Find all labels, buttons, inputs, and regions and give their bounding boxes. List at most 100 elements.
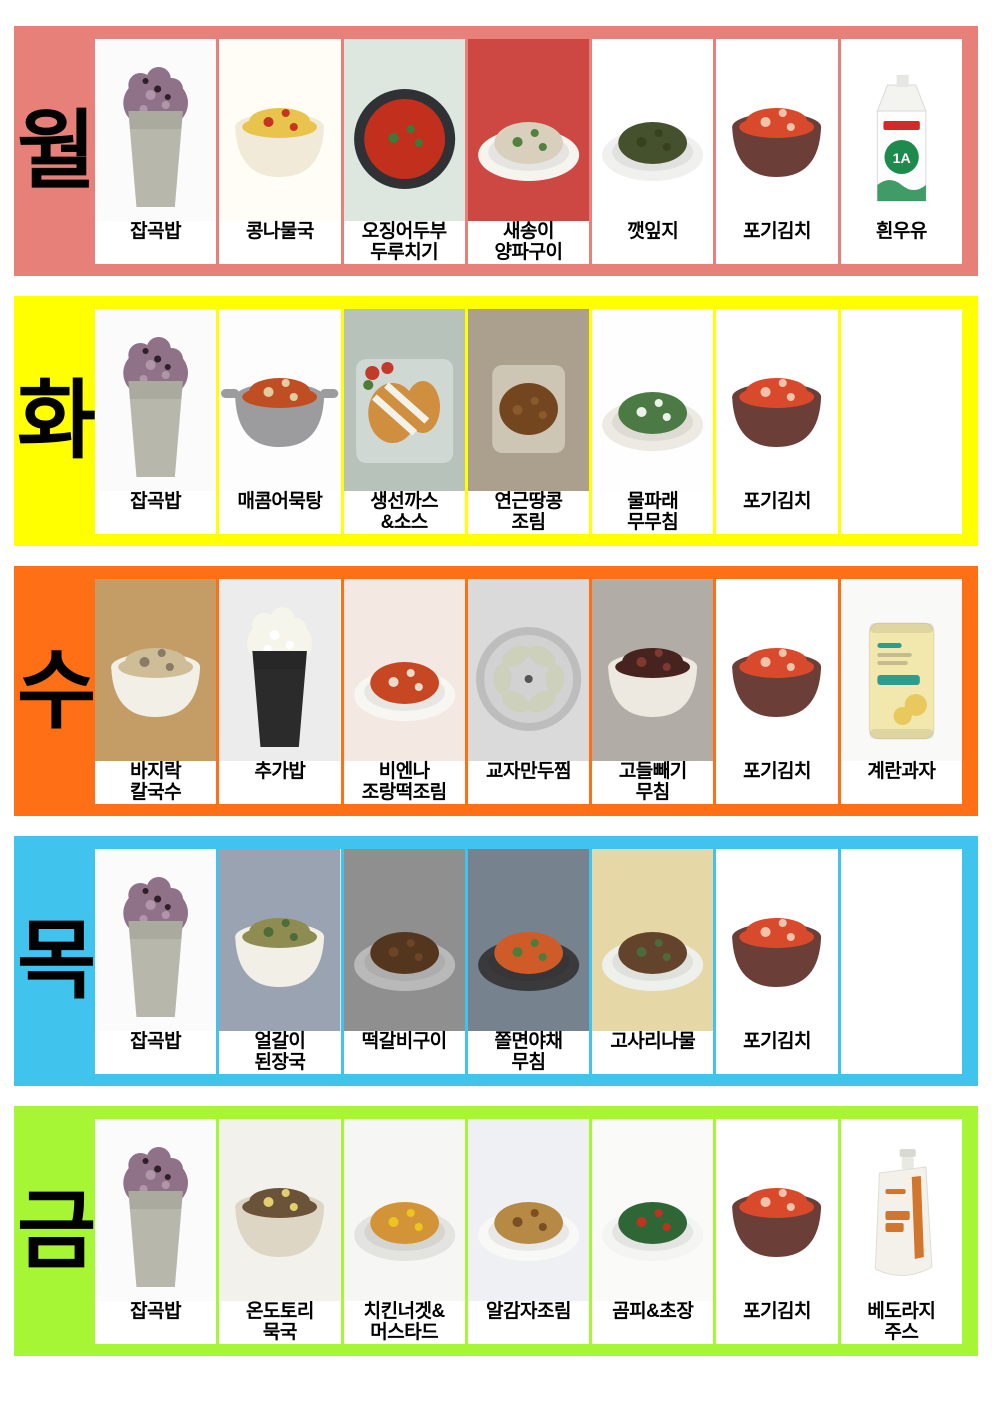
menu-item-label: 생선까스 &소스: [370, 491, 439, 533]
menu-item-caption: 포기김치: [716, 221, 837, 264]
menu-item-label: 바지락 칼국수: [130, 761, 182, 803]
menu-item-caption: 포기김치: [716, 491, 837, 534]
menu-cell-thu-4: 쫄면야채 무침: [467, 849, 590, 1074]
menu-item-caption: 잡곡밥: [95, 1031, 216, 1074]
baby-potato-photo: [467, 1119, 590, 1301]
kimchi-photo: [716, 309, 838, 491]
menu-item-label: 포기김치: [743, 761, 812, 782]
menu-item-caption: 포기김치: [716, 1301, 837, 1344]
day-row-fri: 금 잡곡밥 온도토리 묵국 치킨너겟& 머스타드 알감자조림 곰피&초장: [14, 1106, 978, 1356]
multigrain-rice-photo: [95, 1119, 217, 1301]
menu-item-caption: 곰피&초장: [592, 1301, 713, 1344]
menu-item-caption: 베도라지 주스: [841, 1301, 962, 1344]
menu-cell-thu-6: 포기김치: [716, 849, 838, 1074]
menu-item-label: 치킨너겟& 머스타드: [363, 1301, 446, 1343]
menu-item-label: 물파래 무무침: [627, 491, 679, 533]
menu-cell-fri-5: 곰피&초장: [592, 1119, 714, 1344]
day-row-tue: 화 잡곡밥 매콤어묵탕 생선까스 &소스 연근땅콩 조림 물파래 무무침: [14, 296, 978, 546]
menu-item-caption: 깻잎지: [592, 221, 713, 264]
menu-item-label: 오징어두부 두루치기: [361, 221, 447, 263]
weekly-menu-board: 월 잡곡밥 콩나물국 오징어두부 두루치기 새송이 양파구이 깻잎지: [14, 26, 978, 1356]
menu-cell-tue-7: [840, 309, 962, 534]
chicken-nugget-mustard-photo: [343, 1119, 465, 1301]
menu-cell-wed-6: 포기김치: [716, 579, 838, 804]
squid-tofu-stirfry-photo: [343, 39, 465, 221]
clam-noodle-soup-photo: [95, 579, 217, 761]
menu-item-label: 새송이 양파구이: [494, 221, 563, 263]
multigrain-rice-photo: [95, 309, 217, 491]
kimchi-photo: [716, 579, 838, 761]
bellflower-juice-photo: [840, 1119, 962, 1301]
menu-item-label: 포기김치: [743, 1031, 812, 1052]
perilla-leaf-photo: [592, 39, 714, 221]
menu-item-caption: 고사리나물: [592, 1031, 713, 1074]
jjolmyeon-veggie-photo: [467, 849, 590, 1031]
day-label-tue: 화: [16, 373, 96, 469]
menu-item-caption: 포기김치: [716, 761, 837, 804]
menu-item-label: 잡곡밥: [130, 1031, 182, 1052]
menu-item-label: 떡갈비구이: [361, 1031, 447, 1052]
kimchi-photo: [716, 1119, 838, 1301]
menu-item-caption: 잡곡밥: [95, 491, 216, 534]
menu-cell-wed-4: 교자만두찜: [467, 579, 590, 804]
menu-item-label: 포기김치: [743, 1301, 812, 1322]
menu-cell-fri-2: 온도토리 묵국: [219, 1119, 341, 1344]
menu-cell-wed-2: 추가밥: [219, 579, 341, 804]
menu-item-caption: 추가밥: [219, 761, 340, 804]
day-row-thu: 목 잡곡밥 얼갈이 된장국 떡갈비구이 쫄면야채 무침 고사리나물: [14, 836, 978, 1086]
menu-item-label: 흰우유: [875, 221, 927, 242]
menu-item-caption: 연근땅콩 조림: [468, 491, 589, 534]
menu-item-caption: 계란과자: [841, 761, 962, 804]
menu-item-label: 계란과자: [867, 761, 936, 782]
menu-item-caption: 온도토리 묵국: [219, 1301, 340, 1344]
menu-cell-fri-7: 베도라지 주스: [840, 1119, 962, 1344]
menu-cell-tue-3: 생선까스 &소스: [343, 309, 465, 534]
steamed-dumpling-photo: [467, 579, 590, 761]
menu-item-label: 잡곡밥: [130, 1301, 182, 1322]
menu-item-label: 교자만두찜: [486, 761, 571, 782]
menu-item-caption: 매콤어묵탕: [219, 491, 340, 534]
menu-item-caption: 치킨너겟& 머스타드: [344, 1301, 465, 1344]
svg-text:1A: 1A: [892, 150, 910, 166]
menu-item-label: 고사리나물: [610, 1031, 696, 1052]
menu-item-caption: 생선까스 &소스: [344, 491, 465, 534]
menu-cell-tue-6: 포기김치: [716, 309, 838, 534]
menu-cell-fri-6: 포기김치: [716, 1119, 838, 1344]
menu-item-caption: 떡갈비구이: [344, 1031, 465, 1074]
menu-cells-fri: 잡곡밥 온도토리 묵국 치킨너겟& 머스타드 알감자조림 곰피&초장 포기김치: [95, 1119, 962, 1344]
menu-cell-fri-3: 치킨너겟& 머스타드: [343, 1119, 465, 1344]
tteokgalbi-photo: [343, 849, 465, 1031]
menu-item-caption: 비엔나 조랑떡조림: [344, 761, 465, 804]
multigrain-rice-photo: [95, 849, 217, 1031]
cabbage-soybean-soup-photo: [219, 849, 341, 1031]
menu-item-caption: 오징어두부 두루치기: [344, 221, 465, 264]
menu-cell-wed-1: 바지락 칼국수: [95, 579, 217, 804]
fernbrake-namul-photo: [592, 849, 714, 1031]
menu-item-caption: 콩나물국: [219, 221, 340, 264]
seaweed-radish-salad-photo: [592, 309, 714, 491]
menu-cells-wed: 바지락 칼국수 추가밥 비엔나 조랑떡조림 교자만두찜 고들빼기 무침 포기김치: [95, 579, 962, 804]
menu-item-caption: 물파래 무무침: [592, 491, 713, 534]
menu-item-caption: 흰우유: [841, 221, 962, 264]
extra-rice-photo: [219, 579, 341, 761]
menu-item-label: 비엔나 조랑떡조림: [361, 761, 447, 803]
vienna-ricecake-photo: [343, 579, 465, 761]
kimchi-photo: [716, 39, 838, 221]
menu-item-label: 포기김치: [743, 221, 812, 242]
menu-item-caption: 잡곡밥: [95, 221, 216, 264]
menu-cells-thu: 잡곡밥 얼갈이 된장국 떡갈비구이 쫄면야채 무침 고사리나물 포기김치: [95, 849, 962, 1074]
menu-cell-thu-1: 잡곡밥: [95, 849, 217, 1074]
menu-item-label: 알감자조림: [486, 1301, 571, 1322]
kimchi-photo: [716, 849, 838, 1031]
lotus-root-peanut-photo: [467, 309, 590, 491]
menu-item-label: 깻잎지: [627, 221, 679, 242]
menu-cell-thu-2: 얼갈이 된장국: [219, 849, 341, 1074]
menu-cell-mon-6: 포기김치: [716, 39, 838, 264]
menu-cell-wed-3: 비엔나 조랑떡조림: [343, 579, 465, 804]
menu-cell-tue-5: 물파래 무무침: [592, 309, 714, 534]
menu-item-label: 온도토리 묵국: [245, 1301, 314, 1343]
menu-item-caption: 교자만두찜: [468, 761, 589, 804]
multigrain-rice-photo: [95, 39, 217, 221]
menu-item-caption: 잡곡밥: [95, 1301, 216, 1344]
menu-cell-mon-7: 1A 흰우유: [840, 39, 962, 264]
